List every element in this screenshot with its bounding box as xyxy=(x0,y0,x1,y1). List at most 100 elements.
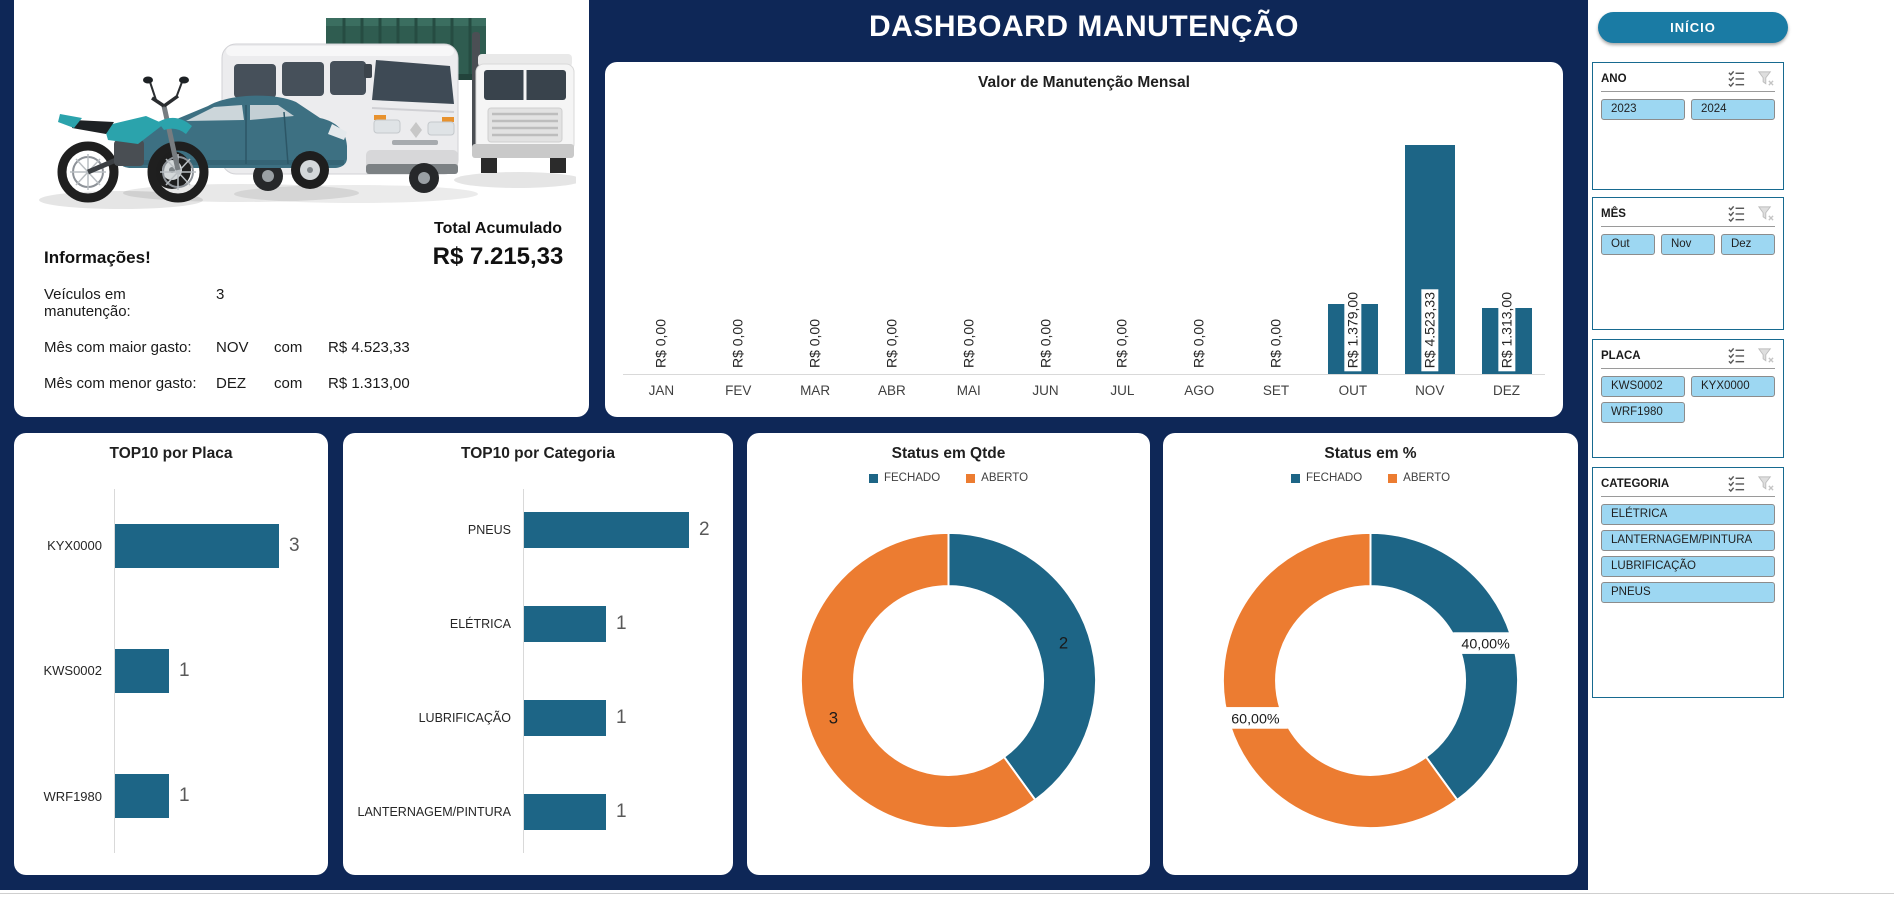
monthly-column-jul: R$ 0,00 JUL xyxy=(1084,106,1161,398)
slicer-item-dez[interactable]: Dez xyxy=(1720,234,1775,255)
bar-lubrifica-o xyxy=(523,700,606,736)
monthly-column-fev: R$ 0,00 FEV xyxy=(700,106,777,398)
bar-value-kws0002: 1 xyxy=(179,659,190,681)
vehicles-image xyxy=(39,18,576,209)
slicer-item-wrf1980[interactable]: WRF1980 xyxy=(1601,402,1685,423)
legend-item-aberto: ABERTO xyxy=(1388,472,1450,484)
slicer-item-kyx0000[interactable]: KYX0000 xyxy=(1691,376,1775,397)
status-em-pct-label-box-fechado xyxy=(1453,632,1519,654)
info-label: Veículos em manutenção: xyxy=(44,286,131,320)
total-acumulado-label: Total Acumulado xyxy=(434,220,562,237)
top10-por-categoria-row-lubrifica-o: LUBRIFICAÇÃO 1 xyxy=(357,700,723,736)
clear-filter-icon[interactable] xyxy=(1756,204,1775,223)
status-pct-title: Status em % xyxy=(1324,445,1417,462)
top10-placa-title: TOP10 por Placa xyxy=(109,445,233,462)
multi-select-icon[interactable] xyxy=(1727,69,1746,88)
category-label-lubrifica-o: LUBRIFICAÇÃO xyxy=(418,711,511,725)
status-em-qtde-segment-fechado xyxy=(947,531,1098,802)
slicer-ano-header: ANO xyxy=(1601,69,1775,92)
legend-swatch-aberto xyxy=(1388,473,1398,483)
monthly-chart-card: Valor de Manutenção Mensal R$ 0,00 JAN R$ … xyxy=(605,62,1563,417)
top10-por-categoria-axis xyxy=(523,489,524,853)
slicer-placa-header: PLACA xyxy=(1601,346,1775,369)
info-line-maior-gasto: Mês com maior gasto: NOV com R$ 4.523,33 xyxy=(44,339,573,356)
category-label-pneus: PNEUS xyxy=(467,523,511,537)
slicer-item-out[interactable]: Out xyxy=(1601,234,1655,255)
slicer-ano: ANO 2023 2024 xyxy=(1592,62,1784,190)
slicer-placa-items: KWS0002 KYX0000 WRF1980 xyxy=(1601,376,1775,423)
info-line-menor-gasto: Mês com menor gasto: DEZ com R$ 1.313,00 xyxy=(44,375,573,392)
info-label: Mês com maior gasto: xyxy=(44,339,192,356)
info-amount: R$ 4.523,33 xyxy=(328,339,410,356)
slicer-item-lanternagem-pintura[interactable]: LANTERNAGEM/PINTURA xyxy=(1601,530,1775,551)
multi-select-icon[interactable] xyxy=(1727,204,1746,223)
legend-label-fechado: FECHADO xyxy=(883,472,941,484)
multi-select-icon[interactable] xyxy=(1727,346,1746,365)
slicer-categoria-items: ELÉTRICA LANTERNAGEM/PINTURA LUBRIFICAÇÃO P… xyxy=(1601,504,1775,603)
slicer-item-pneus[interactable]: PNEUS xyxy=(1601,582,1775,603)
slicer-item-nov[interactable]: Nov xyxy=(1660,234,1715,255)
top10-por-categoria-row-pneus: PNEUS 2 xyxy=(357,512,723,548)
status-qtde-legend: FECHADO ABERTO xyxy=(747,472,1150,484)
top10-categoria-title: TOP10 por Categoria xyxy=(461,445,615,462)
slicer-m-s: MÊS Out Nov Dez xyxy=(1592,197,1784,330)
truck xyxy=(472,32,575,173)
slicer-categoria-header: CATEGORIA xyxy=(1601,474,1775,497)
monthly-bar-value-dez: R$ 1.313,00 xyxy=(1498,288,1515,371)
category-label-kws0002: KWS0002 xyxy=(43,663,102,679)
clear-filter-icon[interactable] xyxy=(1756,69,1775,88)
legend-swatch-aberto xyxy=(966,473,976,483)
status-em-qtde-data-label-fechado: 2 xyxy=(1059,634,1068,653)
bar-value-kyx0000: 3 xyxy=(289,534,300,556)
top10-por-placa-row-kws0002: KWS0002 1 xyxy=(28,648,318,693)
info-line-veiculos: Veículos em manutenção: 3 xyxy=(44,286,573,320)
status-em-pct-data-label-aberto: 60,00% xyxy=(1231,711,1280,727)
legend-swatch-fechado xyxy=(868,473,878,483)
legend-item-fechado: FECHADO xyxy=(868,472,941,484)
monthly-axis-label-ago: AGO xyxy=(1184,383,1215,398)
bar-kws0002 xyxy=(114,648,169,693)
monthly-axis-label-mar: MAR xyxy=(800,383,831,398)
top10-categoria-plot: PNEUS 2 ELÉTRICA 1 LUBRIFICAÇÃO 1 LANTERNAGEM/… xyxy=(357,483,723,859)
bar-pneus xyxy=(523,512,689,548)
monthly-axis-label-mai: MAI xyxy=(956,383,981,398)
slicer-placa-title: PLACA xyxy=(1601,349,1641,362)
slicer-item-lubrifica-o[interactable]: LUBRIFICAÇÃO xyxy=(1601,556,1775,577)
monthly-axis-label-out: OUT xyxy=(1338,383,1368,398)
monthly-bar-value-fev: R$ 0,00 xyxy=(729,315,747,371)
top10-por-categoria-row-lanternagem-pintura: LANTERNAGEM/PINTURA 1 xyxy=(357,794,723,830)
status-em-qtde-data-label-aberto: 3 xyxy=(829,708,838,727)
monthly-axis-label-nov: NOV xyxy=(1415,383,1445,398)
top10-categoria-card: TOP10 por Categoria PNEUS 2 ELÉTRICA 1 LUBRI… xyxy=(343,433,733,875)
monthly-axis-label-dez: DEZ xyxy=(1493,383,1521,398)
info-connector: com xyxy=(274,375,303,392)
status-em-qtde-segment-aberto xyxy=(799,531,1037,830)
clear-filter-icon[interactable] xyxy=(1756,474,1775,493)
category-label-wrf1980: WRF1980 xyxy=(43,788,102,804)
inicio-button[interactable]: INÍCIO xyxy=(1598,12,1788,43)
monthly-bar-value-mar: R$ 0,00 xyxy=(806,315,824,371)
slicer-item-kws0002[interactable]: KWS0002 xyxy=(1601,376,1685,397)
slicer-item-2023[interactable]: 2023 xyxy=(1601,99,1685,120)
legend-label-fechado: FECHADO xyxy=(1305,472,1363,484)
legend-item-aberto: ABERTO xyxy=(966,472,1028,484)
status-em-pct-segment-aberto xyxy=(1221,531,1459,830)
monthly-column-nov: R$ 4.523,33 NOV xyxy=(1391,106,1468,398)
total-acumulado-block: Total Acumulado R$ 7.215,33 xyxy=(414,220,582,271)
monthly-axis-label-jun: JUN xyxy=(1032,383,1059,398)
slicer-placa-icons xyxy=(1727,346,1775,365)
info-text-block: Informações! Veículos em manutenção: 3 M… xyxy=(44,248,573,411)
monthly-column-abr: R$ 0,00 ABR xyxy=(853,106,930,398)
monthly-column-dez: R$ 1.313,00 DEZ xyxy=(1468,106,1545,398)
multi-select-icon[interactable] xyxy=(1727,474,1746,493)
slicer-item-2024[interactable]: 2024 xyxy=(1691,99,1775,120)
monthly-bar-value-jun: R$ 0,00 xyxy=(1037,315,1054,371)
info-heading: Informações! xyxy=(44,248,151,267)
slicer-item-el-trica[interactable]: ELÉTRICA xyxy=(1601,504,1775,525)
category-label-el-trica: ELÉTRICA xyxy=(449,617,511,631)
slicer-categoria: CATEGORIA ELÉTRICA LANTERNAGEM/PINTURA LUBR… xyxy=(1592,467,1784,698)
clear-filter-icon[interactable] xyxy=(1756,346,1775,365)
monthly-axis-label-fev: FEV xyxy=(725,383,752,398)
motorcycle xyxy=(57,76,209,203)
